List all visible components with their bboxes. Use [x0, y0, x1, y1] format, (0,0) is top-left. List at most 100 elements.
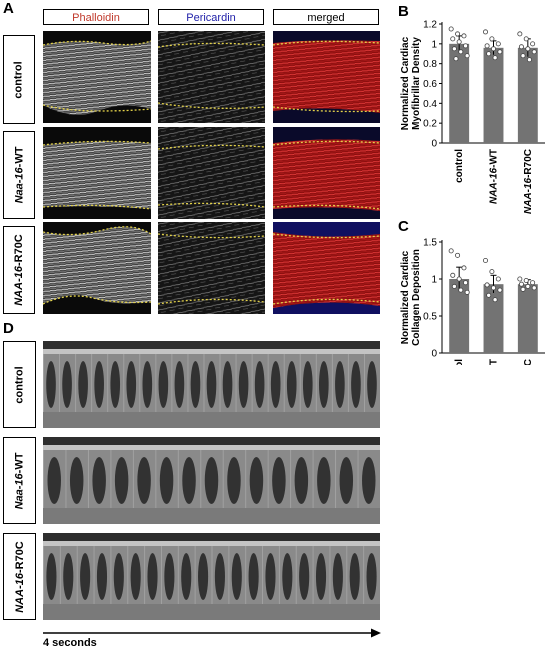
y-tick-label: 0.4 [423, 99, 437, 110]
data-point [458, 49, 464, 55]
data-point [492, 55, 498, 61]
y-tick-label: 0 [431, 349, 437, 360]
data-point [491, 46, 497, 52]
panel-a-row-label-r70c: NAA-16-R70C [3, 226, 35, 314]
y-tick-label: 1 [431, 39, 437, 50]
data-point [530, 280, 536, 286]
data-point [456, 39, 462, 45]
data-point [525, 46, 531, 52]
category-label-0: control [454, 359, 465, 365]
kymograph-control [43, 341, 380, 428]
data-point [448, 26, 454, 32]
data-point [523, 277, 529, 283]
bar-1 [483, 47, 504, 143]
time-scale-label: 4 seconds [43, 637, 97, 649]
micrograph-phalloidin-r70c [43, 222, 151, 314]
data-point [463, 43, 469, 49]
data-point [463, 280, 469, 286]
kymograph-wt [43, 437, 380, 524]
y-tick-label: 0 [431, 139, 437, 150]
data-point [484, 43, 490, 49]
column-header-phalloidin: Phalloidin [43, 9, 149, 25]
category-label-2: NAA-16-R70C [523, 359, 534, 365]
category-label-2: NAA-16-R70C [523, 149, 534, 214]
y-tick-label: 0.8 [423, 59, 437, 70]
y-axis-label: Normalized CardiacMyofibrillar Density [400, 36, 422, 130]
data-point [453, 56, 459, 62]
data-point [497, 287, 503, 293]
time-arrow [43, 628, 381, 638]
data-point [492, 297, 498, 303]
kymograph-r70c [43, 533, 380, 620]
data-point [464, 289, 470, 295]
data-point [531, 49, 537, 55]
y-tick-label: 1.2 [423, 20, 437, 31]
bar-0 [449, 279, 470, 353]
data-point [518, 44, 524, 50]
data-point [448, 248, 454, 254]
panel-d-letter: D [3, 320, 14, 337]
y-axis-label: Normalized CardiacCollagen Deposition [400, 249, 422, 346]
micrograph-phalloidin-wt [43, 127, 151, 219]
micrograph-phalloidin-control [43, 31, 151, 123]
panel-a-row-label-control: control [3, 35, 35, 124]
bar-2 [517, 284, 538, 353]
data-point [520, 286, 526, 292]
y-tick-label: 0.5 [423, 312, 437, 323]
micrograph-merged-r70c [273, 222, 380, 314]
data-point [517, 31, 523, 37]
y-tick-label: 1 [431, 275, 437, 286]
panel-letter: C [398, 218, 409, 235]
data-point [456, 276, 462, 282]
data-point [489, 269, 495, 275]
data-point [484, 282, 490, 288]
data-point [497, 49, 503, 55]
panel-d-row-label-r70c: NAA-16-R70C [3, 533, 36, 620]
data-point [491, 285, 497, 291]
data-point [450, 36, 456, 42]
panel-letter: B [398, 3, 409, 20]
data-point [461, 265, 467, 271]
panel-d-row-label-control: control [3, 341, 36, 428]
y-tick-label: 0.2 [423, 119, 437, 130]
data-point [518, 281, 524, 287]
data-point [486, 51, 492, 57]
micrograph-pericardin-r70c [158, 222, 265, 314]
data-point [495, 276, 501, 282]
data-point [458, 287, 464, 293]
data-point [455, 31, 461, 37]
data-point [525, 283, 531, 289]
bar-0 [449, 43, 470, 144]
micrograph-merged-control [273, 31, 380, 123]
bar-2 [517, 47, 538, 143]
data-point [495, 41, 501, 47]
data-point [464, 53, 470, 59]
data-point [530, 41, 536, 47]
bar-1 [483, 284, 504, 353]
y-tick-label: 1.5 [423, 238, 437, 249]
data-point [523, 36, 529, 42]
data-point [483, 29, 489, 35]
data-point [526, 57, 532, 63]
data-point [531, 285, 537, 291]
data-point [461, 33, 467, 39]
data-point [520, 53, 526, 59]
category-label-1: NAA-16-WT [489, 149, 500, 204]
data-point [455, 252, 461, 258]
micrograph-pericardin-control [158, 31, 265, 123]
chart-c: C Normalized CardiacCollagen Deposition 0 0… [398, 218, 545, 365]
data-point [451, 46, 457, 52]
category-label-0: control [454, 149, 465, 183]
micrograph-pericardin-wt [158, 127, 265, 219]
panel-a-letter: A [3, 0, 14, 17]
data-point [483, 258, 489, 264]
micrograph-merged-wt [273, 127, 380, 219]
category-label-1: NAA-16-WT [489, 359, 500, 365]
data-point [486, 292, 492, 298]
panel-a-row-label-wt: Naa-16-WT [3, 131, 35, 219]
column-header-merged: merged [273, 9, 379, 25]
data-point [517, 276, 523, 282]
data-point [451, 283, 457, 289]
column-header-pericardin: Pericardin [158, 9, 264, 25]
